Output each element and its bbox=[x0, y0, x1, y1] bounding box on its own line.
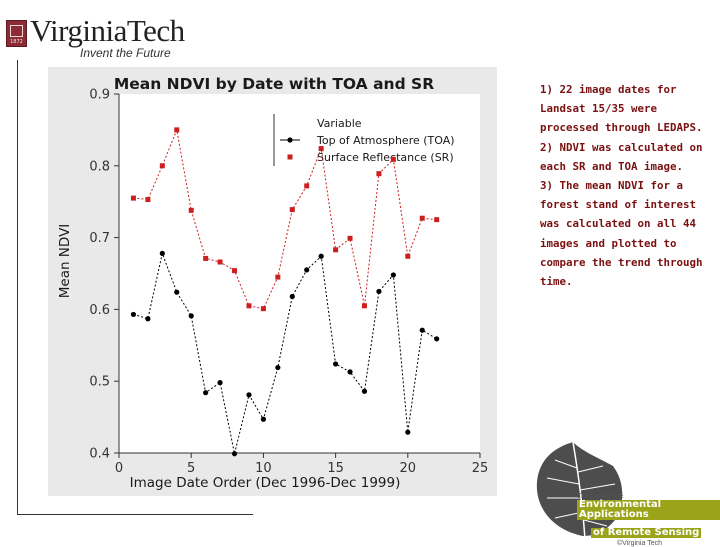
x-tick-label: 15 bbox=[327, 461, 344, 476]
sr-point bbox=[434, 217, 440, 223]
x-tick-label: 20 bbox=[400, 461, 417, 476]
toa-point bbox=[390, 272, 396, 278]
brand-tagline: Invent the Future bbox=[80, 46, 171, 60]
chart-title: Mean NDVI by Date with TOA and SR bbox=[114, 75, 434, 93]
toa-point bbox=[419, 327, 425, 333]
sr-point bbox=[174, 127, 180, 133]
y-tick-label: 0.6 bbox=[89, 303, 110, 318]
logo-line-1: Environmental Applications bbox=[577, 500, 720, 520]
toa-point bbox=[318, 253, 324, 259]
toa-point bbox=[405, 429, 411, 435]
sr-point bbox=[232, 268, 238, 274]
note-1: 1) 22 image dates for Landsat 15/35 were… bbox=[540, 83, 703, 135]
note-2: 2) NDVI was calculated on each SR and TO… bbox=[540, 140, 703, 173]
sr-point bbox=[260, 306, 266, 312]
toa-point bbox=[304, 267, 310, 273]
y-tick-label: 0.7 bbox=[89, 231, 110, 246]
axes: 0.4 0.5 0.6 0.7 0.8 0.9 0 5 10 15 20 25 bbox=[89, 88, 488, 477]
toa-point bbox=[203, 390, 209, 396]
legend-title: Variable bbox=[317, 117, 362, 130]
sr-point bbox=[405, 253, 411, 259]
toa-point bbox=[159, 250, 165, 256]
slide-left-rule bbox=[17, 60, 18, 515]
toa-point bbox=[289, 293, 295, 300]
legend-sr-marker bbox=[287, 154, 293, 160]
virginia-tech-seal-icon: 1872 bbox=[6, 20, 27, 47]
toa-point bbox=[231, 451, 238, 457]
logo-line-2: of Remote Sensing bbox=[591, 527, 702, 538]
sr-point bbox=[304, 183, 310, 189]
x-tick-label: 5 bbox=[187, 461, 195, 476]
legend-toa-label: Top of Atmosphere (TOA) bbox=[316, 134, 455, 147]
ndvi-chart-svg: Mean NDVI by Date with TOA and SR Image … bbox=[57, 75, 488, 491]
sr-point bbox=[361, 303, 367, 309]
toa-point bbox=[434, 336, 440, 342]
x-tick-label: 0 bbox=[115, 461, 123, 476]
sr-point bbox=[188, 207, 194, 213]
toa-point bbox=[188, 313, 194, 319]
sr-point bbox=[217, 259, 223, 265]
logo-small-text: The Center for: bbox=[577, 493, 624, 500]
toa-point bbox=[260, 416, 266, 422]
logo-caption: The Center for: Environmental Applicatio… bbox=[577, 493, 720, 547]
slide-bottom-rule bbox=[17, 514, 253, 515]
header: 1872 VirginiaTech Invent the Future bbox=[0, 0, 720, 62]
sr-point bbox=[419, 215, 425, 221]
sr-point bbox=[203, 255, 209, 261]
sr-point bbox=[318, 146, 324, 152]
sr-point bbox=[275, 274, 281, 280]
y-tick-label: 0.9 bbox=[89, 88, 110, 103]
x-axis-label: Image Date Order (Dec 1996-Dec 1999) bbox=[130, 475, 401, 491]
series-layer bbox=[130, 127, 440, 457]
note-3: 3) The mean NDVI for a forest stand of i… bbox=[540, 179, 703, 289]
legend-toa-marker bbox=[287, 137, 293, 143]
sr-point bbox=[130, 195, 136, 201]
notes-panel: 1) 22 image dates for Landsat 15/35 were… bbox=[540, 80, 720, 291]
sr-point bbox=[376, 171, 382, 177]
y-tick-label: 0.5 bbox=[89, 375, 110, 390]
ndvi-chart: Mean NDVI by Date with TOA and SR Image … bbox=[48, 67, 497, 496]
logo-copyright: ©Virginia Tech bbox=[617, 540, 662, 547]
sr-point bbox=[390, 156, 396, 162]
sr-point bbox=[159, 163, 165, 169]
sr-point bbox=[333, 247, 339, 253]
toa-point bbox=[145, 316, 151, 322]
toa-point bbox=[246, 392, 252, 398]
toa-point bbox=[130, 311, 137, 318]
toa-point bbox=[333, 361, 339, 367]
x-tick-label: 10 bbox=[255, 461, 272, 476]
toa-point bbox=[347, 369, 353, 375]
series-line-toa bbox=[133, 251, 437, 454]
toa-point bbox=[376, 288, 382, 295]
brand-name: VirginiaTech bbox=[30, 13, 185, 48]
x-tick-label: 25 bbox=[472, 461, 489, 476]
y-axis-label: Mean NDVI bbox=[57, 224, 73, 299]
y-tick-label: 0.4 bbox=[89, 447, 110, 462]
plot-area bbox=[119, 94, 480, 453]
toa-point bbox=[275, 364, 281, 371]
toa-point bbox=[174, 289, 180, 295]
legend-sr-label: Surface Reflectance (SR) bbox=[317, 151, 454, 164]
y-tick-label: 0.8 bbox=[89, 159, 110, 174]
toa-point bbox=[361, 388, 368, 394]
legend: Variable Top of Atmosphere (TOA) Surface… bbox=[273, 114, 455, 166]
sr-point bbox=[246, 303, 252, 309]
sr-point bbox=[145, 197, 151, 203]
toa-point bbox=[217, 380, 223, 386]
sr-point bbox=[289, 207, 295, 213]
sr-point bbox=[347, 235, 353, 241]
